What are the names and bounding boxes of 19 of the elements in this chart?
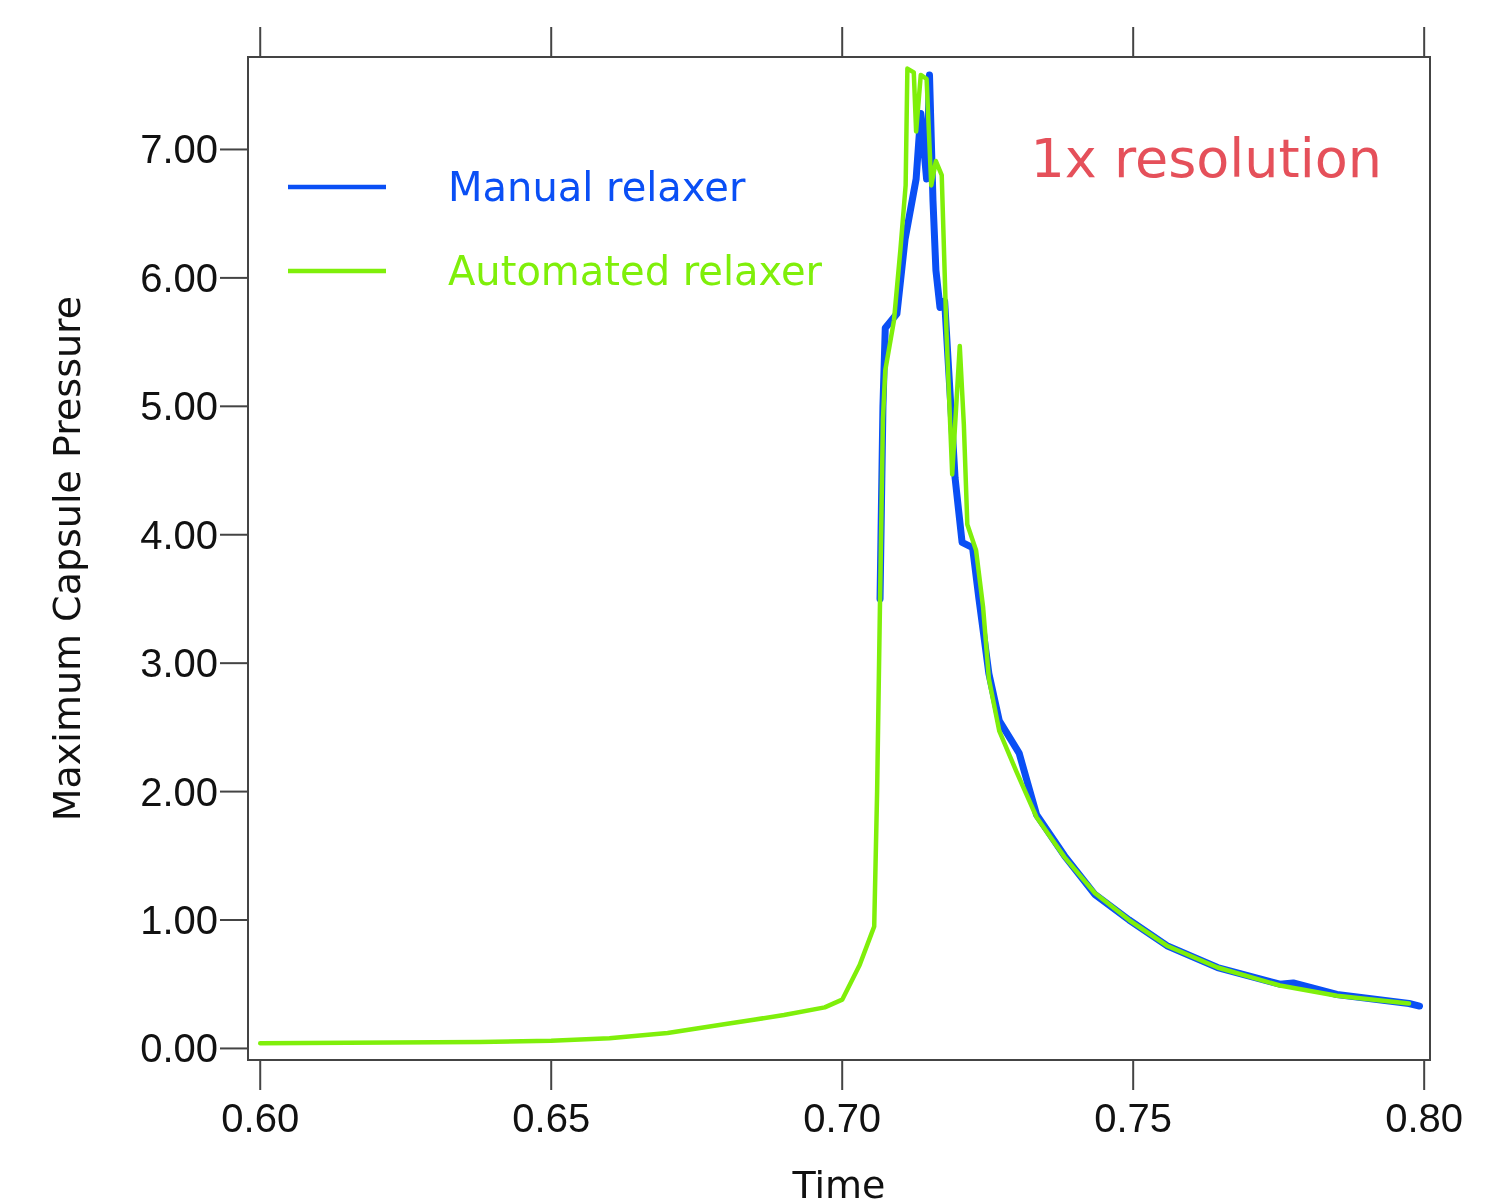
legend-label: Automated relaxer <box>448 248 823 294</box>
y-tick-label: 4.00 <box>140 512 218 557</box>
y-tick-label: 2.00 <box>140 769 218 814</box>
y-axis-title: Maximum Capsule Pressure <box>45 295 89 822</box>
x-tick-label: 0.75 <box>1094 1096 1173 1140</box>
y-tick-label: 1.00 <box>140 898 218 943</box>
x-tick-label: 0.70 <box>803 1096 882 1140</box>
x-tick-label: 0.80 <box>1385 1096 1464 1140</box>
y-tick-label: 3.00 <box>140 641 218 686</box>
legend-label: Manual relaxer <box>448 164 746 210</box>
x-tick-label: 0.65 <box>512 1096 591 1140</box>
y-tick-label: 7.00 <box>140 127 218 172</box>
y-tick-label: 6.00 <box>140 255 218 300</box>
y-tick-label: 0.00 <box>140 1026 218 1071</box>
annotation: 1x resolution <box>1030 127 1382 190</box>
x-axis-title: Time <box>791 1163 886 1203</box>
x-tick-label: 0.60 <box>221 1096 300 1140</box>
y-tick-label: 5.00 <box>140 384 218 429</box>
line-series <box>257 66 1412 1046</box>
